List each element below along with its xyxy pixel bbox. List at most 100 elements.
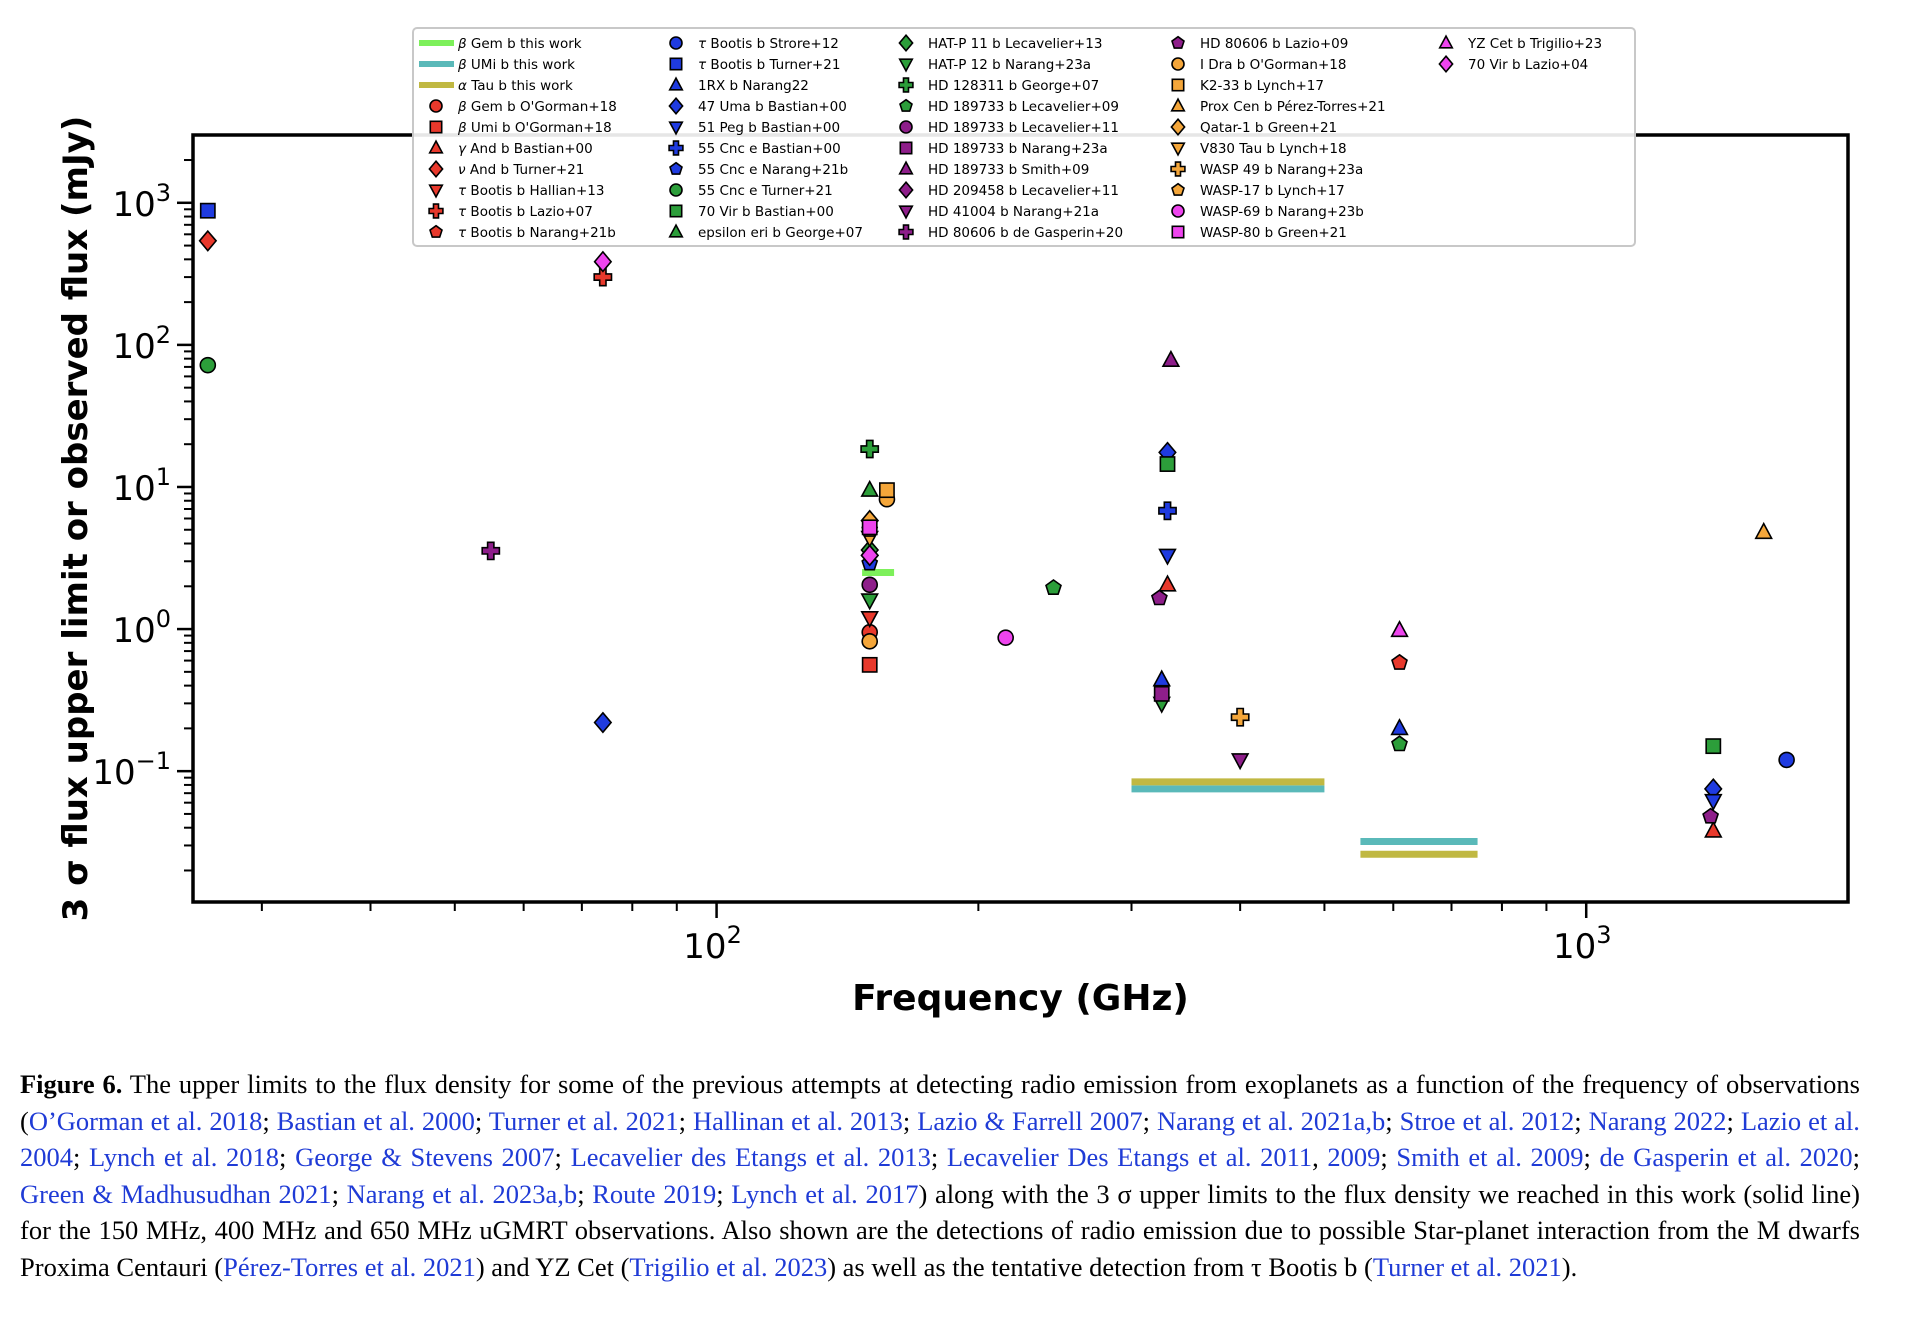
legend-marker — [668, 140, 684, 156]
legend-entry-label: ν And b Turner+21 — [458, 162, 584, 178]
legend-marker — [429, 120, 443, 134]
data-point — [860, 479, 879, 497]
reference-link[interactable]: O’Gorman et al. 2018 — [28, 1105, 263, 1136]
data-point — [1391, 735, 1408, 752]
data-point — [1704, 820, 1723, 838]
legend-entry-label: Prox Cen b Pérez-Torres+21 — [1200, 99, 1386, 115]
legend-marker — [898, 33, 914, 53]
reference-link[interactable]: Turner et al. 2021 — [1372, 1251, 1562, 1282]
x-tick-label: 102 — [683, 921, 742, 967]
reference-link[interactable]: Hallinan et al. 2013 — [692, 1105, 903, 1136]
caption-text: ) as well as the tentative detection fro… — [827, 1251, 1373, 1282]
data-point — [1390, 620, 1409, 638]
data-point — [1159, 456, 1176, 472]
legend-marker — [428, 159, 444, 179]
legend-entry-label: HD 189733 b Lecavelier+11 — [928, 120, 1119, 136]
caption-text: ; — [1380, 1142, 1397, 1173]
data-point — [997, 629, 1014, 646]
plot-area — [198, 202, 1795, 858]
caption-text: ; — [331, 1178, 347, 1209]
reference-link[interactable]: Narang et al. 2021a,b — [1156, 1105, 1386, 1136]
reference-link[interactable]: Lecavelier des Etangs et al. 2013 — [570, 1142, 931, 1173]
figure-caption: Figure 6. The upper limits to the flux d… — [20, 1066, 1860, 1286]
legend-marker — [668, 76, 684, 91]
legend-entry-label: epsilon eri b George+07 — [698, 225, 863, 241]
legend-entry-label: τ Bootis b Lazio+07 — [458, 204, 593, 220]
reference-link[interactable]: Lynch et al. 2017 — [731, 1178, 919, 1209]
reference-link[interactable]: 2009 — [1327, 1142, 1381, 1173]
legend-marker — [1171, 57, 1185, 71]
legend-entry-label: τ Bootis b Strore+12 — [698, 36, 839, 52]
legend-marker — [898, 180, 914, 200]
reference-link[interactable]: Lazio et al. 2004 — [20, 1105, 1860, 1173]
caption-text: ; — [1385, 1105, 1400, 1136]
reference-link[interactable]: Narang 2022 — [1588, 1105, 1727, 1136]
reference-link[interactable]: George & Stevens 2007 — [295, 1142, 555, 1173]
legend-marker — [899, 141, 913, 155]
reference-link[interactable]: Stroe et al. 2012 — [1399, 1105, 1575, 1136]
legend-entry-label: β Umi b O'Gorman+18 — [457, 120, 612, 136]
legend-marker — [429, 99, 443, 113]
caption-text: ; — [1574, 1105, 1589, 1136]
legend-marker — [1171, 204, 1185, 218]
caption-text: ; — [577, 1178, 593, 1209]
legend-entry-label: HD 189733 b Smith+09 — [928, 162, 1089, 178]
data-point — [861, 633, 879, 650]
reference-link[interactable]: Bastian et al. 2000 — [276, 1105, 475, 1136]
reference-link[interactable]: Lynch et al. 2018 — [89, 1142, 280, 1173]
data-point — [861, 519, 878, 536]
caption-text: ; — [1726, 1105, 1741, 1136]
legend-marker — [898, 58, 914, 73]
legend-entry-label: HAT-P 12 b Narang+23a — [928, 57, 1091, 73]
legend-entry-label: 55 Cnc e Turner+21 — [698, 183, 833, 199]
data-point — [593, 267, 613, 287]
data-point — [1704, 793, 1723, 811]
data-point — [199, 202, 216, 219]
legend-entry-label: 70 Vir b Lazio+04 — [1468, 57, 1588, 73]
legend-box — [412, 27, 1636, 247]
reference-link[interactable]: Route 2019 — [592, 1178, 717, 1209]
data-point — [1705, 738, 1722, 755]
caption-text: , — [1312, 1142, 1328, 1173]
legend-marker — [669, 57, 683, 71]
legend-marker — [899, 120, 913, 134]
data-point — [879, 482, 895, 499]
legend-marker — [1170, 97, 1186, 112]
reference-link[interactable]: Lecavelier Des Etangs et al. 2011 — [946, 1142, 1313, 1173]
legend-entry-label: WASP-80 b Green+21 — [1200, 225, 1347, 241]
legend-marker — [1438, 34, 1454, 49]
legend-marker — [428, 184, 444, 199]
legend-marker — [669, 36, 683, 50]
data-point — [861, 576, 879, 594]
reference-link[interactable]: Trigilio et al. 2023 — [629, 1251, 828, 1282]
reference-link[interactable]: Green & Madhusudhan 2021 — [20, 1178, 332, 1209]
data-point — [1390, 718, 1409, 736]
legend: β Gem b this work β UMi b this work α Tau … — [412, 27, 1636, 247]
reference-link[interactable]: Smith et al. 2009 — [1396, 1142, 1584, 1173]
reference-link[interactable]: Narang et al. 2023a,b — [346, 1178, 578, 1209]
legend-marker — [898, 160, 914, 175]
plot-frame — [191, 133, 1850, 904]
legend-entry-label: I Dra b O'Gorman+18 — [1200, 57, 1346, 73]
legend-entry-label: 55 Cnc e Narang+21b — [698, 162, 848, 178]
data-point — [1045, 579, 1062, 596]
legend-marker — [1171, 225, 1185, 239]
caption-text: ; — [716, 1178, 732, 1209]
reference-link[interactable]: de Gasperin et al. 2020 — [1599, 1142, 1853, 1173]
legend-entry-label: 70 Vir b Bastian+00 — [698, 204, 834, 220]
data-point — [861, 656, 878, 673]
legend-entry-label: WASP-69 b Narang+23b — [1200, 204, 1364, 220]
data-point — [198, 229, 218, 252]
reference-link[interactable]: Turner et al. 2021 — [488, 1105, 679, 1136]
reference-link[interactable]: Lazio & Farrell 2007 — [917, 1105, 1143, 1136]
legend-marker — [668, 223, 684, 238]
data-point — [1230, 753, 1250, 771]
reference-link[interactable]: Pérez-Torres et al. 2021 — [223, 1251, 476, 1282]
caption-text: ; — [474, 1105, 489, 1136]
legend-marker — [1171, 35, 1185, 49]
legend-entry-label: α Tau b this work — [458, 78, 573, 94]
legend-entry-label: HD 189733 b Narang+23a — [928, 141, 1108, 157]
caption-text: ; — [1142, 1105, 1157, 1136]
y-tick-label: 102 — [112, 321, 171, 367]
data-point — [1391, 653, 1408, 670]
